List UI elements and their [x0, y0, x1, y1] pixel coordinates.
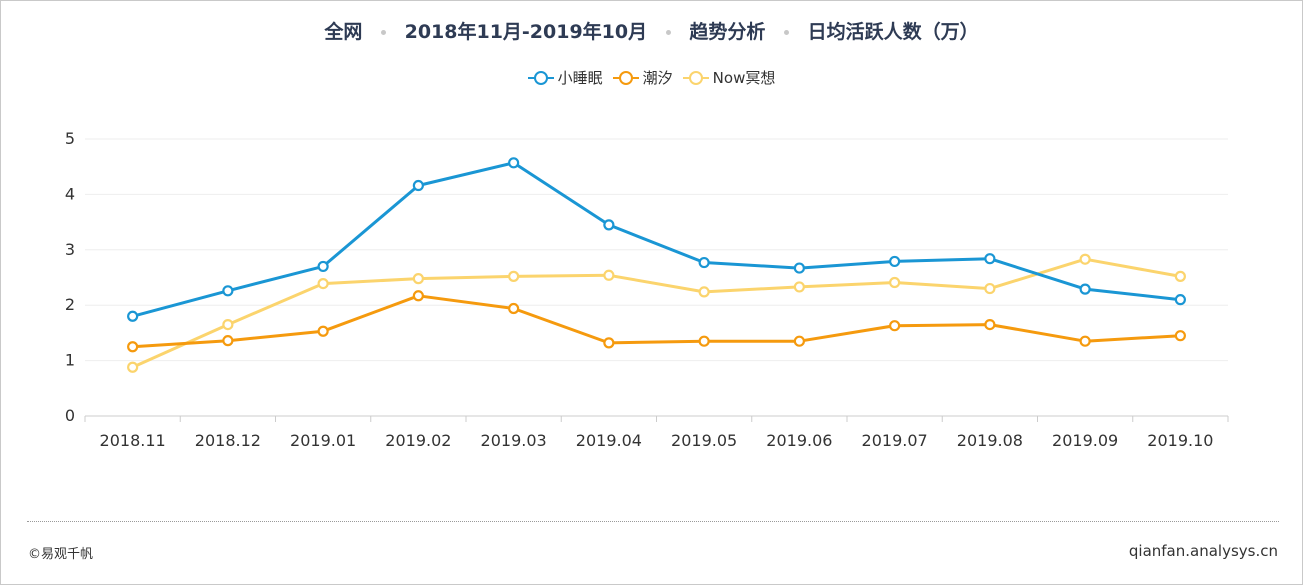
copyright-text: ©易观千帆 [28, 547, 94, 562]
header-analysis[interactable]: 趋势分析 [689, 21, 766, 43]
legend-item[interactable]: 小睡眠 [527, 67, 603, 88]
x-tick-label: 2019.09 [1052, 431, 1118, 450]
data-point[interactable] [793, 335, 805, 347]
data-point[interactable] [603, 219, 615, 231]
x-tick-label: 2018.11 [100, 431, 166, 450]
data-point[interactable] [127, 310, 139, 322]
legend-item[interactable]: 潮汐 [612, 67, 673, 88]
header-scope[interactable]: 全网 [324, 21, 363, 43]
legend-label: 潮汐 [642, 69, 673, 87]
x-tick-label: 2019.06 [766, 431, 832, 450]
legend-item[interactable]: Now冥想 [682, 67, 776, 88]
series-line [131, 257, 1181, 369]
chart-header: 全网 2018年11月-2019年10月 趋势分析 日均活跃人数（万） [1, 17, 1302, 44]
series-line [132, 161, 1181, 318]
data-point[interactable] [603, 269, 615, 281]
data-point[interactable] [793, 262, 805, 274]
data-point[interactable] [317, 260, 329, 273]
data-point[interactable] [222, 335, 234, 347]
x-tick-label: 2019.08 [957, 431, 1023, 450]
data-point[interactable] [1079, 253, 1091, 265]
data-point[interactable] [1079, 283, 1091, 295]
line-chart: 0 1 2 3 4 5 2018.11 2018.12 2019.01 2019.02 2019.0… [65, 129, 1229, 450]
data-point[interactable] [698, 286, 710, 298]
y-tick-label: 2 [65, 295, 75, 314]
header-period[interactable]: 2018年11月-2019年10月 [404, 21, 648, 43]
footer-divider [27, 521, 1279, 522]
legend-label: Now冥想 [712, 69, 776, 87]
data-point[interactable] [603, 337, 615, 349]
data-point[interactable] [222, 285, 234, 297]
chart-legend: 小睡眠 潮汐 Now冥想 [1, 67, 1302, 88]
data-point[interactable] [412, 273, 424, 285]
data-point[interactable] [317, 325, 329, 337]
x-tick-label: 2018.12 [195, 431, 261, 450]
y-tick-label: 3 [65, 240, 75, 259]
data-point[interactable] [412, 290, 424, 302]
header-metric[interactable]: 日均活跃人数（万） [807, 21, 979, 43]
y-tick-label: 0 [65, 406, 75, 425]
data-point[interactable] [127, 361, 139, 373]
x-tick-label: 2019.07 [862, 431, 928, 450]
header-separator-dot [665, 30, 671, 35]
legend-marker-icon [682, 70, 709, 85]
data-point[interactable] [412, 179, 424, 192]
data-point[interactable] [1174, 294, 1186, 306]
legend-marker-icon [612, 70, 639, 85]
data-point[interactable] [508, 157, 520, 169]
header-separator-dot [380, 30, 386, 35]
data-point[interactable] [698, 335, 710, 347]
data-point[interactable] [698, 256, 710, 269]
y-tick-label: 5 [65, 129, 75, 148]
x-tick-label: 2019.02 [385, 431, 451, 450]
x-tick-label: 2019.01 [290, 431, 356, 450]
data-point[interactable] [1079, 335, 1091, 347]
series-line [132, 294, 1181, 349]
legend-marker-icon [527, 70, 554, 85]
data-point[interactable] [222, 318, 234, 331]
data-point[interactable] [793, 281, 805, 293]
data-point[interactable] [889, 276, 901, 289]
data-point[interactable] [508, 270, 520, 282]
data-point[interactable] [1174, 330, 1186, 342]
data-point[interactable] [984, 253, 996, 265]
x-tick-label: 2019.05 [671, 431, 737, 450]
data-point[interactable] [1174, 270, 1186, 282]
y-tick-label: 4 [65, 184, 75, 203]
data-point[interactable] [889, 255, 901, 268]
site-url[interactable]: qianfan.analysys.cn [1128, 542, 1278, 560]
data-point[interactable] [317, 277, 329, 290]
data-point[interactable] [508, 302, 520, 315]
x-tick-label: 2019.03 [481, 431, 547, 450]
data-point[interactable] [127, 341, 139, 353]
data-point[interactable] [984, 282, 996, 295]
legend-label: 小睡眠 [557, 69, 603, 87]
data-point[interactable] [984, 318, 996, 331]
y-tick-label: 1 [65, 351, 75, 370]
header-separator-dot [784, 30, 790, 35]
x-tick-label: 2019.10 [1147, 431, 1213, 450]
data-point[interactable] [889, 320, 901, 332]
x-tick-label: 2019.04 [576, 431, 642, 450]
